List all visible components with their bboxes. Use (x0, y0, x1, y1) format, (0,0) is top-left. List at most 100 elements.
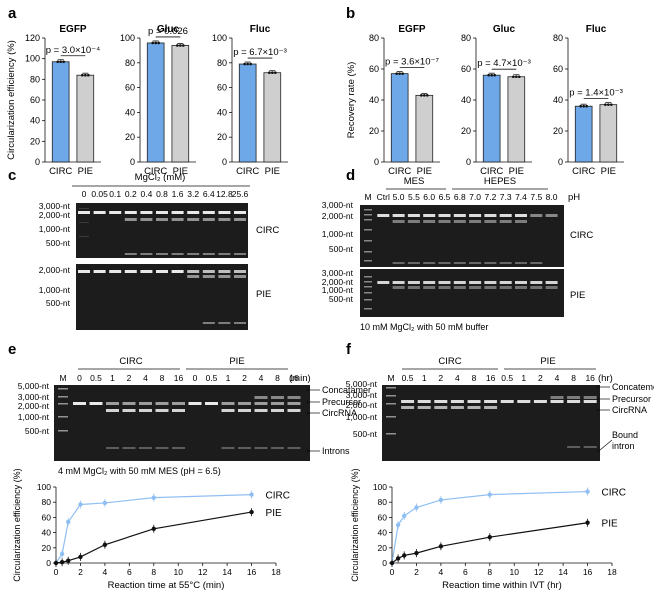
gel-band (78, 211, 90, 214)
p-value: p = 3.6×10⁻⁷ (385, 57, 439, 68)
data-point (154, 41, 157, 45)
y-tick-label: 0 (374, 157, 379, 167)
gel-band (234, 322, 246, 324)
data-point (512, 75, 515, 79)
gel-band (271, 447, 284, 449)
lane-label: 16 (289, 373, 299, 383)
x-tick-label: 10 (509, 567, 519, 577)
lane-label: Ctrl (377, 192, 390, 202)
lane-label: 6.0 (423, 192, 435, 202)
x-tick-label: 14 (558, 567, 568, 577)
gel-band (156, 211, 168, 214)
bar-chart-b-egfp: EGFP 0 20 40 60 80 CIRC PIE p = 3.6×10⁻⁷ (369, 24, 440, 177)
gel-f-gel (382, 385, 600, 461)
gel-band (469, 262, 482, 264)
y-tick-label: 60 (30, 95, 40, 105)
gel-band (78, 270, 90, 273)
gel-c-bottom (76, 264, 248, 330)
lane-label: 1 (521, 373, 526, 383)
lane-label: 8 (571, 373, 576, 383)
gel-band (122, 447, 136, 449)
data-point-circ (102, 500, 108, 506)
gel-band (467, 406, 481, 409)
gel-band (202, 218, 215, 221)
lane-label: 0 (77, 373, 82, 383)
gel-band (392, 262, 405, 264)
gel-f-marker-5000: 5,000-nt (346, 379, 378, 389)
gel-d-top-label: CIRC (570, 230, 593, 241)
gel-c-top-marker-2000: 2,000-nt (39, 210, 71, 220)
gel-band (515, 262, 527, 264)
data-point-circ (249, 492, 254, 497)
x-axis-label: Reaction time at 55°C (min) (108, 580, 225, 591)
bar-pie (76, 74, 95, 163)
data-point (59, 60, 62, 64)
lane-label: 0.1 (109, 189, 121, 199)
gel-f-label-precursor: Precursor (612, 394, 651, 404)
gel-panel-d: MES HEPES M Ctrl 5.0 5.5 6.0 6.5 6.8 7.0 7.2 7.3 7… (322, 176, 594, 332)
gel-c-bot-marker-1000: 1,000-nt (39, 285, 71, 295)
y-tick-label: 40 (461, 95, 471, 105)
line-chart-e: 0 20 40 60 80 100 0 2 4 6 8 10 12 14 16 18 Reaction time… (37, 482, 290, 591)
p-value: p = 1.4×10⁻³ (569, 88, 623, 99)
data-point-pie (389, 560, 395, 566)
y-tick-label: 80 (461, 33, 471, 43)
gel-band (188, 402, 202, 405)
gel-band (287, 409, 301, 412)
y-tick-label: 60 (42, 512, 52, 522)
data-point (398, 72, 401, 75)
gel-d-bot-marker-2000: 2,000-nt (322, 277, 354, 287)
gel-band (79, 236, 89, 237)
gel-d-bottom (360, 269, 564, 317)
lane-label: M (59, 373, 66, 383)
gel-e-group-pie: PIE (229, 356, 244, 367)
data-point (87, 73, 90, 77)
gel-band (187, 218, 200, 221)
gel-band (218, 275, 231, 278)
p-value: p = 4.7×10⁻³ (477, 58, 531, 69)
x-tick-label: 8 (487, 567, 492, 577)
gel-band (58, 388, 68, 390)
y-tick-label: 80 (369, 33, 379, 43)
lane-label: 16 (174, 373, 184, 383)
gel-band (287, 402, 301, 405)
gel-band (156, 218, 168, 221)
gel-band (187, 211, 200, 214)
lane-label: 0.2 (125, 189, 137, 199)
ylabel-f: Circularization efficiency (%) (350, 468, 360, 581)
y-tick-label: 20 (378, 543, 388, 553)
lane-label: 0.5 (501, 373, 513, 383)
data-point-circ (78, 502, 83, 507)
gel-band (364, 308, 372, 310)
data-point-pie (66, 558, 71, 563)
ylabel-b: Recovery rate (%) (346, 62, 357, 139)
gel-band (89, 402, 103, 405)
gel-band (187, 270, 200, 273)
lane-label: 7.5 (530, 192, 542, 202)
lane-label: 1 (226, 373, 231, 383)
bar-chart-a-gluc: Gluc 0 20 40 60 80 100 CIRC PIE p = 0.026 (120, 24, 196, 177)
bar-chart-b-fluc: Fluc 0 20 40 60 80 CIRC PIE p = 1.4×10⁻³ (553, 24, 624, 177)
data-point (84, 73, 87, 77)
gel-band (530, 281, 543, 284)
gel-d-lane-labels: M Ctrl 5.0 5.5 6.0 6.5 6.8 7.0 7.2 7.3 7.4 7.5 8.0 (364, 192, 557, 202)
gel-band (171, 211, 184, 214)
gel-band (364, 292, 372, 294)
x-tick-label: 8 (151, 567, 156, 577)
y-tick-label: 20 (42, 543, 52, 553)
data-point (249, 62, 252, 66)
gel-band (140, 270, 153, 273)
gel-e-label-introns: Introns (322, 446, 350, 456)
lane-label: 5.5 (408, 192, 420, 202)
gel-band (364, 251, 372, 253)
lane-label: 8 (275, 373, 280, 383)
gel-band (407, 262, 420, 264)
gel-band (58, 430, 68, 432)
gel-band (364, 299, 372, 301)
gel-band (364, 276, 372, 278)
data-point (493, 73, 496, 77)
gel-band (423, 286, 436, 289)
gel-band (469, 281, 482, 284)
bar-pie (415, 94, 434, 163)
gel-band (124, 218, 137, 221)
